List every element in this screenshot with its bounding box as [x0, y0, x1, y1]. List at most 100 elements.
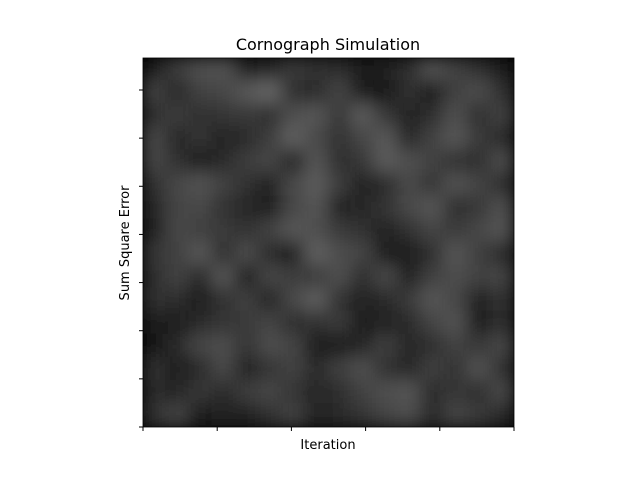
heatmap-cell-7-6	[281, 218, 307, 244]
heatmap-cell-0-3	[211, 58, 237, 83]
heatmap-cell-7-8	[327, 218, 353, 244]
heatmap-cell-14-11	[397, 379, 423, 405]
heatmap-cell-4-15	[489, 149, 514, 175]
heatmap-cell-6-2	[188, 195, 214, 221]
heatmap-cell-4-1	[165, 149, 191, 175]
heatmap-cell-9-6	[281, 264, 307, 290]
heatmap-cell-6-15	[489, 195, 514, 221]
heatmap-cells	[143, 58, 514, 427]
heatmap-cell-14-9	[350, 379, 376, 405]
heatmap-cell-9-12	[420, 264, 446, 290]
heatmap-cell-0-0	[143, 58, 168, 83]
heatmap-cell-10-1	[165, 287, 191, 313]
heatmap-cell-8-2	[188, 241, 214, 267]
heatmap-cell-7-5	[257, 218, 284, 244]
heatmap-cell-1-7	[304, 80, 330, 106]
heatmap-cell-1-11	[397, 80, 423, 106]
heatmap-cell-14-12	[420, 379, 446, 405]
heatmap-cell-15-12	[420, 402, 446, 427]
heatmap-cell-14-5	[257, 379, 284, 405]
heatmap-cell-15-4	[234, 402, 260, 427]
heatmap-cell-7-11	[397, 218, 423, 244]
heatmap-cell-0-2	[188, 58, 214, 83]
heatmap-cell-2-9	[350, 103, 376, 129]
heatmap-cell-5-5	[257, 172, 284, 198]
heatmap-cell-12-5	[257, 333, 284, 359]
heatmap-cell-11-3	[211, 310, 237, 336]
heatmap-cell-15-1	[165, 402, 191, 427]
heatmap-cell-13-12	[420, 356, 446, 382]
heatmap-cell-5-10	[373, 172, 400, 198]
chart-title: Cornograph Simulation	[236, 35, 420, 54]
heatmap-cell-8-13	[443, 241, 469, 267]
heatmap-cell-15-11	[397, 402, 423, 427]
x-axis-label: Iteration	[300, 438, 355, 453]
heatmap-cell-5-7	[304, 172, 330, 198]
heatmap-cell-6-0	[143, 195, 168, 221]
heatmap-cell-9-15	[489, 264, 514, 290]
heatmap-cell-9-11	[397, 264, 423, 290]
heatmap-cell-12-2	[188, 333, 214, 359]
heatmap-cell-10-11	[397, 287, 423, 313]
heatmap-cell-13-4	[234, 356, 260, 382]
heatmap-cell-1-9	[350, 80, 376, 106]
heatmap-cell-13-15	[489, 356, 514, 382]
heatmap-cell-7-4	[234, 218, 260, 244]
heatmap-cell-10-15	[489, 287, 514, 313]
heatmap-cell-6-9	[350, 195, 376, 221]
heatmap-cell-14-6	[281, 379, 307, 405]
heatmap-cell-10-10	[373, 287, 400, 313]
heatmap-cell-11-10	[373, 310, 400, 336]
heatmap-cell-9-0	[143, 264, 168, 290]
heatmap-cell-3-3	[211, 126, 237, 152]
heatmap-cell-14-0	[143, 379, 168, 405]
heatmap-cell-7-13	[443, 218, 469, 244]
heatmap-cell-12-8	[327, 333, 353, 359]
heatmap-cell-5-1	[165, 172, 191, 198]
heatmap-cell-5-14	[466, 172, 492, 198]
heatmap-cell-15-3	[211, 402, 237, 427]
heatmap-cell-0-7	[304, 58, 330, 83]
heatmap-cell-2-3	[211, 103, 237, 129]
heatmap-cell-13-0	[143, 356, 168, 382]
heatmap-cell-7-1	[165, 218, 191, 244]
heatmap-cell-15-14	[466, 402, 492, 427]
heatmap-cell-6-3	[211, 195, 237, 221]
heatmap-cell-1-5	[257, 80, 284, 106]
heatmap-cell-9-9	[350, 264, 376, 290]
heatmap-cell-13-9	[350, 356, 376, 382]
heatmap-cell-8-9	[350, 241, 376, 267]
heatmap-cell-12-0	[143, 333, 168, 359]
heatmap-cell-8-5	[257, 241, 284, 267]
heatmap-cell-8-6	[281, 241, 307, 267]
heatmap-cell-0-10	[373, 58, 400, 83]
heatmap-cell-10-5	[257, 287, 284, 313]
heatmap-cell-15-6	[281, 402, 307, 427]
heatmap-cell-4-4	[234, 149, 260, 175]
heatmap-cell-13-11	[397, 356, 423, 382]
heatmap-cell-3-5	[257, 126, 284, 152]
heatmap-cell-10-0	[143, 287, 168, 313]
heatmap-cell-8-15	[489, 241, 514, 267]
heatmap-cell-0-6	[281, 58, 307, 83]
heatmap-cell-4-9	[350, 149, 376, 175]
heatmap-cell-7-15	[489, 218, 514, 244]
heatmap-cell-7-0	[143, 218, 168, 244]
heatmap-cell-4-10	[373, 149, 400, 175]
heatmap-cell-9-13	[443, 264, 469, 290]
heatmap-cell-13-7	[304, 356, 330, 382]
heatmap-cell-3-4	[234, 126, 260, 152]
heatmap-cell-8-11	[397, 241, 423, 267]
heatmap-cell-1-1	[165, 80, 191, 106]
heatmap-cell-2-7	[304, 103, 330, 129]
heatmap-cell-8-12	[420, 241, 446, 267]
heatmap-cell-7-12	[420, 218, 446, 244]
heatmap-cell-3-10	[373, 126, 400, 152]
heatmap-cell-4-14	[466, 149, 492, 175]
heatmap-cell-14-7	[304, 379, 330, 405]
heatmap-cell-1-8	[327, 80, 353, 106]
heatmap-cell-8-3	[211, 241, 237, 267]
heatmap-cell-8-7	[304, 241, 330, 267]
heatmap-cell-11-2	[188, 310, 214, 336]
heatmap-cell-11-8	[327, 310, 353, 336]
